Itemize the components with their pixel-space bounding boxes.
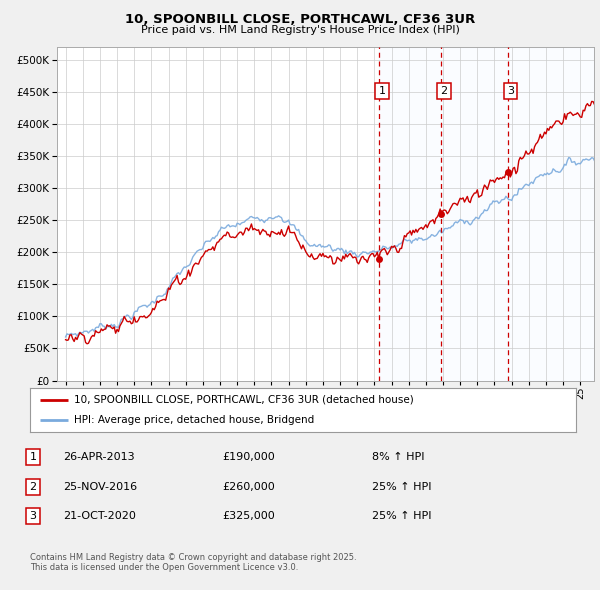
Text: This data is licensed under the Open Government Licence v3.0.: This data is licensed under the Open Gov…: [30, 563, 298, 572]
Text: 2: 2: [440, 86, 448, 96]
Text: Contains HM Land Registry data © Crown copyright and database right 2025.: Contains HM Land Registry data © Crown c…: [30, 553, 356, 562]
Text: 10, SPOONBILL CLOSE, PORTHCAWL, CF36 3UR: 10, SPOONBILL CLOSE, PORTHCAWL, CF36 3UR: [125, 13, 475, 26]
Text: HPI: Average price, detached house, Bridgend: HPI: Average price, detached house, Brid…: [74, 415, 314, 425]
Text: 8% ↑ HPI: 8% ↑ HPI: [372, 453, 425, 462]
Text: 25% ↑ HPI: 25% ↑ HPI: [372, 512, 431, 521]
Text: Price paid vs. HM Land Registry's House Price Index (HPI): Price paid vs. HM Land Registry's House …: [140, 25, 460, 35]
Text: 3: 3: [29, 512, 37, 521]
Bar: [379, 47, 594, 381]
Text: £325,000: £325,000: [222, 512, 275, 521]
Text: 10, SPOONBILL CLOSE, PORTHCAWL, CF36 3UR (detached house): 10, SPOONBILL CLOSE, PORTHCAWL, CF36 3UR…: [74, 395, 413, 405]
Text: 26-APR-2013: 26-APR-2013: [63, 453, 134, 462]
Text: £190,000: £190,000: [222, 453, 275, 462]
Text: 21-OCT-2020: 21-OCT-2020: [63, 512, 136, 521]
Text: 25-NOV-2016: 25-NOV-2016: [63, 482, 137, 491]
Text: 2: 2: [29, 482, 37, 491]
Text: 1: 1: [379, 86, 385, 96]
Text: 1: 1: [29, 453, 37, 462]
Text: 3: 3: [507, 86, 514, 96]
Text: £260,000: £260,000: [222, 482, 275, 491]
Text: 25% ↑ HPI: 25% ↑ HPI: [372, 482, 431, 491]
